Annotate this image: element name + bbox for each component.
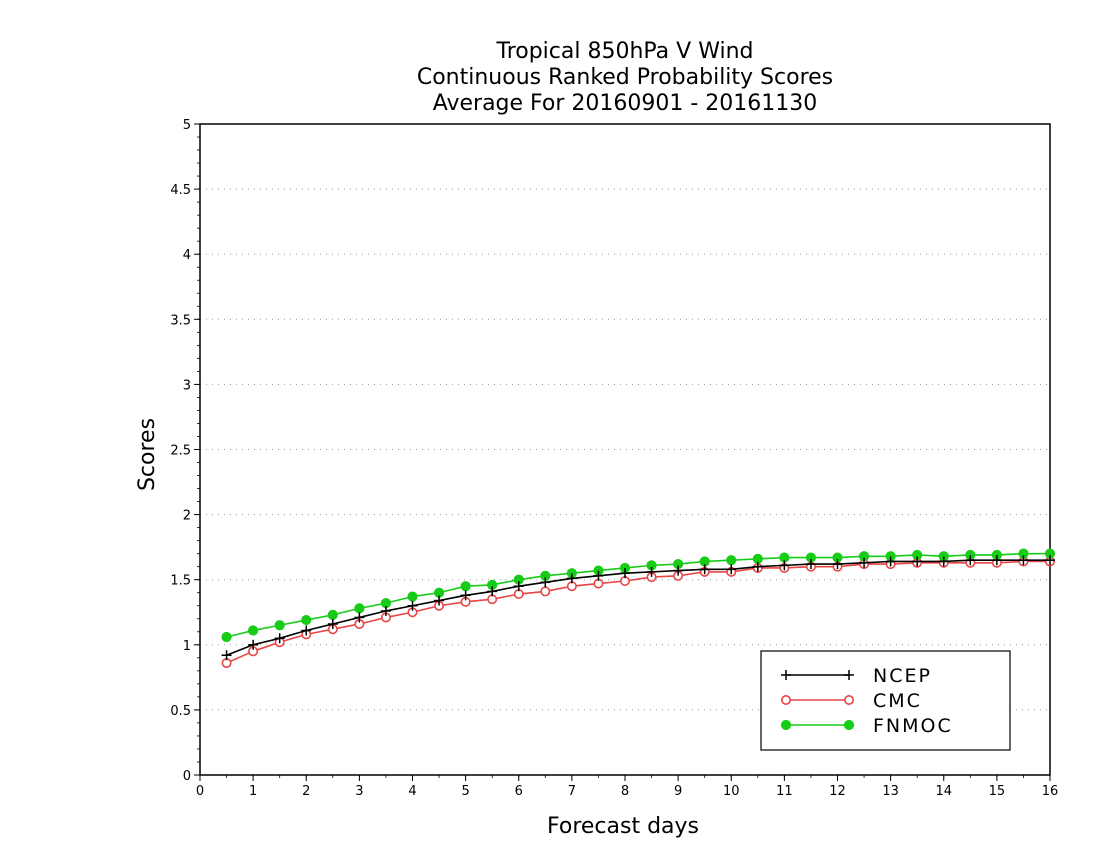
data-point-ncep-24 [859, 557, 870, 568]
data-point-ncep-7 [407, 600, 418, 611]
data-point-ncep-8 [434, 595, 445, 606]
legend-item-ncep: NCEP [781, 665, 932, 687]
y-tick-label-9: 4.5 [170, 183, 191, 198]
x-tick-label-0: 0 [196, 784, 204, 799]
legend-label-ncep: NCEP [873, 665, 932, 687]
y-tick-label-0: 0 [183, 769, 191, 784]
data-point-ncep-29 [991, 555, 1002, 566]
y-tick-label-4: 2 [183, 509, 191, 524]
data-point-ncep-27 [938, 556, 949, 567]
y-tick-label-8: 4 [183, 248, 191, 263]
data-point-cmc-12 [540, 586, 551, 597]
legend-marker-end-fnmoc [843, 719, 855, 731]
data-point-ncep-15 [620, 568, 630, 579]
data-point-ncep-6 [380, 605, 391, 616]
data-point-ncep-30 [1018, 555, 1029, 566]
data-point-ncep-28 [965, 555, 976, 566]
x-tick-label-13: 13 [882, 784, 899, 799]
data-point-fnmoc-0 [221, 631, 232, 643]
data-point-ncep-20 [752, 561, 763, 572]
data-point-ncep-3 [301, 625, 312, 636]
data-point-ncep-5 [354, 612, 365, 623]
data-point-ncep-22 [805, 559, 816, 570]
y-tick-label-10: 5 [183, 118, 191, 133]
y-tick-label-1: 0.5 [170, 704, 191, 719]
y-tick-label-3: 1.5 [170, 574, 191, 589]
legend-label-cmc: CMC [873, 690, 922, 712]
x-tick-label-14: 14 [935, 784, 952, 799]
data-point-fnmoc-2 [274, 620, 285, 631]
x-tick-label-12: 12 [829, 784, 846, 799]
x-tick-label-5: 5 [461, 784, 469, 799]
data-point-fnmoc-7 [407, 591, 418, 602]
y-tick-label-6: 3 [183, 378, 191, 393]
data-point-ncep-14 [593, 570, 604, 581]
chart-title-line-3: Average For 20160901 - 20161130 [433, 91, 818, 116]
x-tick-label-11: 11 [776, 784, 793, 799]
x-tick-label-8: 8 [621, 784, 629, 799]
data-point-ncep-17 [673, 565, 684, 576]
data-point-ncep-13 [566, 573, 577, 584]
data-point-ncep-12 [540, 577, 551, 588]
x-tick-label-3: 3 [355, 784, 363, 799]
legend-marker-start-cmc [780, 694, 791, 705]
x-tick-label-4: 4 [408, 784, 416, 799]
data-point-ncep-21 [779, 560, 790, 571]
data-point-fnmoc-1 [248, 625, 259, 636]
series-fnmoc [221, 548, 1056, 643]
y-tick-label-2: 1 [183, 639, 191, 654]
legend-item-fnmoc: FNMOC [780, 715, 953, 737]
legend: NCEP CMC FNMOC [760, 650, 1011, 751]
data-point-fnmoc-19 [726, 555, 737, 566]
x-tick-label-16: 16 [1042, 784, 1059, 799]
data-point-fnmoc-9 [460, 581, 471, 592]
series-line-fnmoc [226, 552, 1050, 638]
data-point-fnmoc-3 [301, 614, 312, 626]
series-ncep [221, 555, 1055, 661]
legend-marker-start-ncep [781, 670, 791, 680]
legend-marker-end-ncep [844, 670, 854, 680]
data-point-ncep-26 [912, 556, 923, 567]
data-point-ncep-0 [221, 650, 232, 661]
legend-marker-end-cmc [843, 694, 854, 705]
x-tick-label-1: 1 [249, 784, 257, 799]
data-point-ncep-1 [248, 639, 259, 650]
data-point-ncep-9 [460, 590, 471, 601]
series [221, 548, 1056, 669]
data-point-fnmoc-4 [327, 609, 338, 620]
series-line-ncep [226, 559, 1050, 656]
x-tick-label-10: 10 [723, 784, 740, 799]
x-tick-label-15: 15 [989, 784, 1006, 799]
x-tick-label-6: 6 [515, 784, 523, 799]
data-point-ncep-10 [487, 586, 498, 597]
legend-item-cmc: CMC [780, 690, 922, 712]
data-point-ncep-11 [513, 581, 524, 592]
gridlines [200, 188, 1050, 711]
y-tick-label-7: 3.5 [170, 313, 191, 328]
x-axis-label: Forecast days [547, 814, 699, 839]
data-point-fnmoc-5 [354, 603, 365, 614]
chart-title-line-1: Tropical 850hPa V Wind [495, 39, 753, 64]
legend-label-fnmoc: FNMOC [873, 715, 953, 737]
series-line-cmc [226, 560, 1050, 664]
data-point-ncep-23 [832, 559, 843, 570]
x-tick-label-2: 2 [302, 784, 310, 799]
y-tick-label-5: 2.5 [170, 444, 191, 459]
chart-title-line-2: Continuous Ranked Probability Scores [417, 65, 833, 90]
data-point-ncep-25 [885, 556, 896, 567]
legend-marker-start-fnmoc [780, 719, 792, 731]
data-point-ncep-31 [1045, 555, 1055, 566]
axes: 00.511.522.533.544.550 1 2 3 4 5 6 7 8 9 10 11 12 13 1… [170, 118, 1058, 799]
data-point-ncep-2 [274, 633, 285, 644]
y-axis-label: Scores [135, 418, 160, 491]
data-point-ncep-16 [646, 566, 657, 577]
x-tick-label-9: 9 [674, 784, 682, 799]
data-point-ncep-19 [726, 564, 737, 575]
data-point-ncep-18 [699, 564, 710, 575]
x-tick-label-7: 7 [568, 784, 576, 799]
data-point-ncep-4 [327, 618, 338, 629]
